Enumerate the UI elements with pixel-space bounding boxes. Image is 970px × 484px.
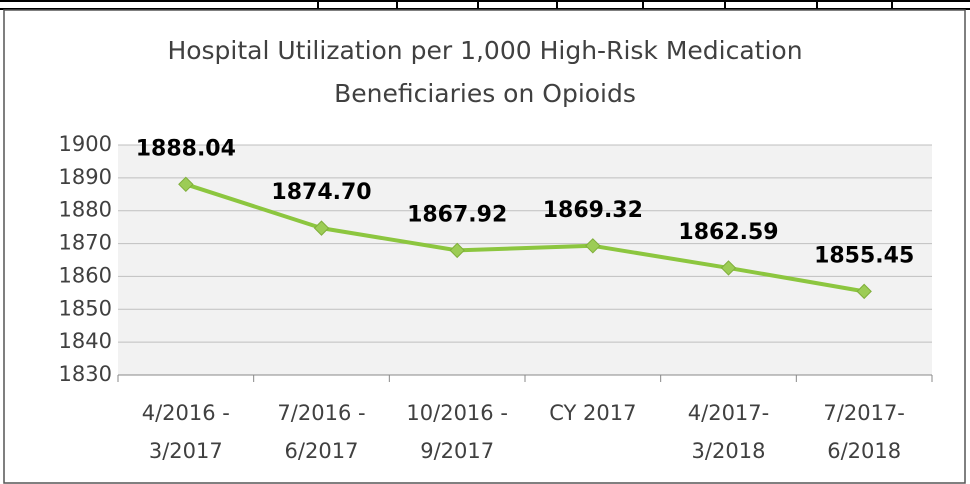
- line: [185, 182, 865, 294]
- data-label: 1888.04: [136, 136, 236, 161]
- x-tick-label: 6/2017: [285, 439, 359, 463]
- x-tick-label: 10/2016 -: [406, 401, 508, 425]
- x-tick-label: 9/2017: [420, 439, 494, 463]
- x-tick-label: CY 2017: [549, 401, 636, 425]
- marker: [313, 220, 330, 236]
- x-tick-label: 3/2017: [149, 439, 223, 463]
- data-label: 1867.92: [407, 202, 507, 227]
- chart-title: Beneficiaries on Opioids: [334, 79, 636, 108]
- y-tick-label: 1860: [59, 263, 112, 287]
- y-tick-label: 1870: [59, 231, 112, 255]
- y-tick-label: 1890: [59, 165, 112, 189]
- x-tick-label: 7/2017-: [823, 401, 904, 425]
- x-tick-label: 6/2018: [827, 439, 901, 463]
- chart-title: Hospital Utilization per 1,000 High-Risk…: [167, 36, 802, 65]
- y-tick-label: 1830: [59, 362, 112, 386]
- marker: [856, 283, 872, 300]
- table-border: [0, 0, 970, 10]
- data-label: 1855.45: [814, 243, 914, 268]
- marker: [178, 176, 194, 193]
- x-tick-label: 4/2016 -: [142, 401, 230, 425]
- y-tick-label: 1850: [59, 296, 112, 320]
- x-tick-label: 4/2017-: [688, 401, 769, 425]
- y-tick-label: 1840: [59, 329, 112, 353]
- x-tick-label: 7/2016 -: [277, 401, 365, 425]
- marker: [585, 238, 601, 254]
- y-tick-label: 1880: [59, 198, 112, 222]
- data-label: 1874.70: [271, 180, 371, 205]
- x-tick-label: 3/2018: [692, 439, 766, 463]
- marker: [449, 242, 465, 259]
- plot-area: [118, 145, 932, 375]
- y-tick-label: 1900: [59, 132, 112, 156]
- marker: [720, 260, 737, 276]
- data-label: 1862.59: [678, 220, 778, 245]
- data-label: 1869.32: [543, 198, 643, 223]
